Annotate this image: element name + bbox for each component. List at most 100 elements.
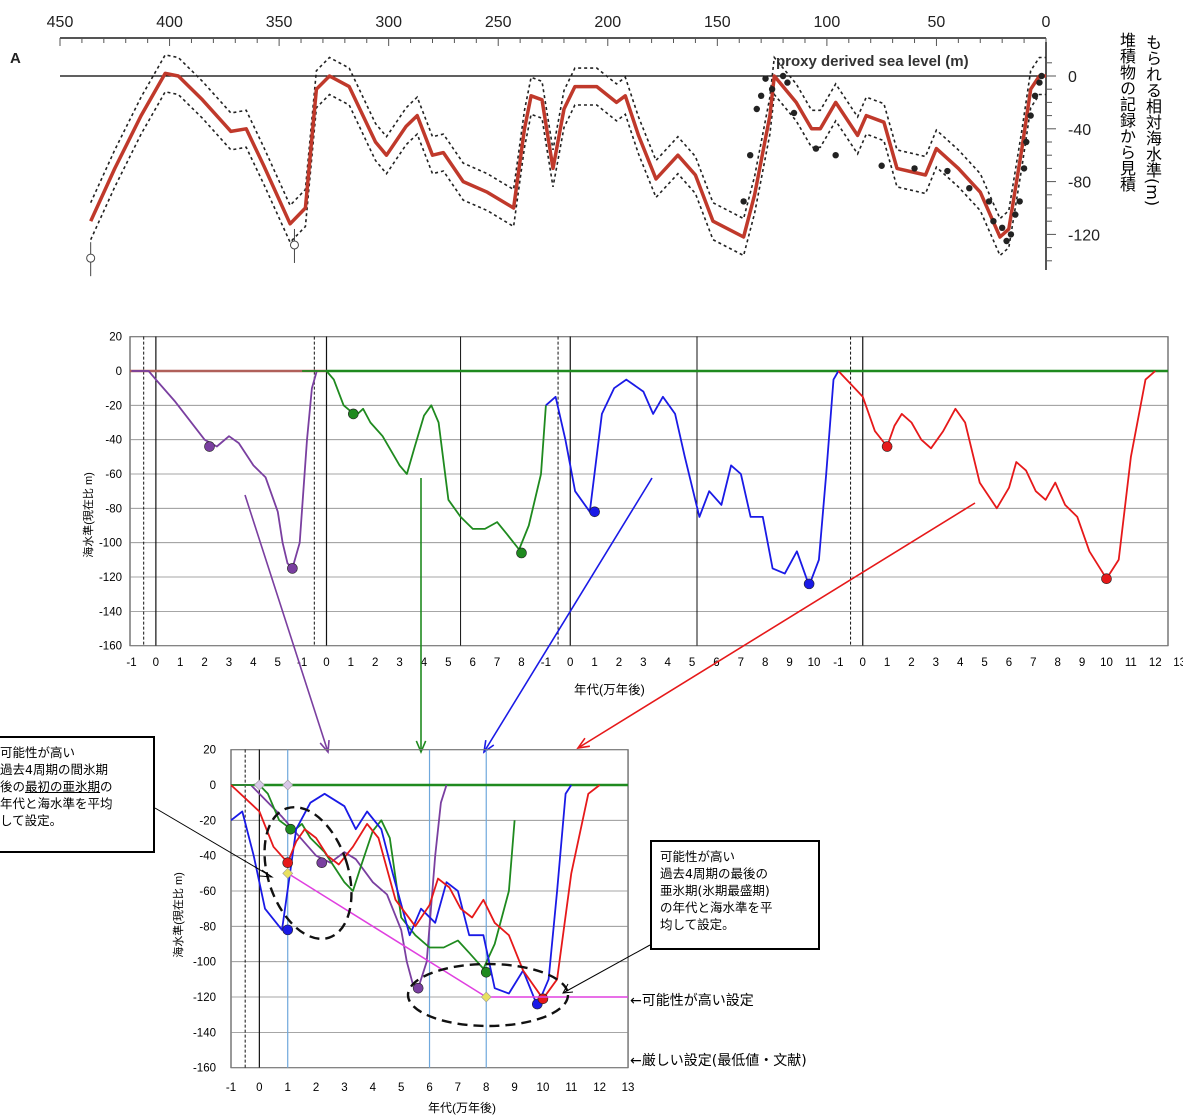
bottom-y-tick-label: -80 bbox=[199, 921, 216, 933]
bottom-x-tick-label: 5 bbox=[398, 1082, 404, 1094]
left-box-line-2: 過去4周期の間氷期 bbox=[0, 762, 108, 777]
middle-series-marker bbox=[348, 408, 359, 420]
panel-a-data-marker bbox=[911, 165, 918, 172]
annotation-box-first-substage: 可能性が高い 過去4周期の間氷期 後の最初の亜氷期の 年代と海水準を平均 して設… bbox=[0, 736, 155, 853]
middle-x-tick-label: 7 bbox=[494, 657, 500, 669]
middle-x-tick-label: 10 bbox=[808, 657, 821, 669]
panel-a-data-marker bbox=[784, 79, 791, 86]
bottom-y-tick-label: -120 bbox=[193, 992, 216, 1004]
panel-a-x-tick-label: 50 bbox=[928, 14, 946, 31]
panel-a-data-marker bbox=[757, 92, 765, 100]
panel-a-upper-bound bbox=[89, 54, 1046, 220]
bottom-x-axis-label: 年代(万年後) bbox=[428, 1101, 496, 1115]
middle-x-tick-label: 8 bbox=[762, 657, 768, 669]
red-arrow-head bbox=[576, 737, 590, 750]
left-box-line-3: 後の最初の亜氷期の bbox=[0, 779, 113, 794]
panel-a-error-marker bbox=[86, 253, 96, 263]
middle-y-tick-label: -140 bbox=[99, 606, 122, 618]
right-box-line-4: の年代と海水準を平 bbox=[660, 900, 773, 915]
blue-arrow bbox=[483, 477, 653, 753]
middle-x-tick-label: 4 bbox=[957, 657, 964, 669]
middle-x-tick-label: 12 bbox=[1149, 657, 1162, 669]
panel-a-data-marker bbox=[1038, 72, 1045, 80]
middle-x-tick-label: 3 bbox=[933, 657, 939, 669]
middle-y-tick-label: -160 bbox=[99, 641, 122, 653]
middle-y-axis-label: 海水準(現在比 m) bbox=[81, 472, 95, 558]
panel-a-lower-bound bbox=[89, 90, 1046, 257]
panel-a-data-marker bbox=[790, 109, 798, 117]
middle-series-marker bbox=[803, 578, 815, 590]
middle-y-tick-label: 0 bbox=[116, 366, 122, 378]
bottom-x-tick-label: 6 bbox=[426, 1082, 432, 1094]
panel-a-data-marker bbox=[1007, 231, 1015, 238]
middle-x-tick-label: 4 bbox=[665, 657, 672, 669]
middle-x-tick-label: 2 bbox=[616, 657, 622, 669]
middle-x-tick-label: 5 bbox=[981, 657, 987, 669]
middle-y-tick-label: -60 bbox=[105, 469, 122, 481]
right-box-line-3: 亜氷期(氷期最盛期) bbox=[660, 883, 770, 898]
middle-x-tick-label: 11 bbox=[1125, 657, 1137, 669]
left-box-pointer-head bbox=[259, 869, 274, 878]
middle-x-tick-label: 4 bbox=[250, 657, 257, 669]
middle-x-tick-label: 13 bbox=[1173, 657, 1183, 669]
bottom-y-tick-label: 20 bbox=[203, 745, 216, 757]
panel-a-y-tick-label: -120 bbox=[1068, 227, 1100, 244]
middle-series-marker bbox=[287, 563, 298, 574]
middle-x-tick-label: 5 bbox=[689, 657, 695, 669]
middle-x-tick-label: 5 bbox=[275, 657, 281, 669]
bottom-y-tick-label: -160 bbox=[193, 1063, 216, 1075]
middle-x-tick-label: 9 bbox=[786, 657, 792, 669]
panel-a-y-tick-label: -40 bbox=[1068, 122, 1091, 139]
bottom-x-tick-label: 7 bbox=[455, 1082, 461, 1094]
bottom-series-marker bbox=[537, 993, 549, 1005]
bottom-x-tick-label: 1 bbox=[285, 1082, 291, 1094]
panel-a-x-tick-label: 450 bbox=[47, 14, 74, 31]
panel-a-data-marker bbox=[812, 145, 820, 152]
panel-a-data-marker bbox=[747, 152, 754, 159]
design-point-diamond bbox=[282, 867, 294, 879]
panel-a-data-marker bbox=[1031, 92, 1039, 100]
bottom-x-tick-label: 9 bbox=[511, 1082, 517, 1094]
middle-series-line bbox=[302, 370, 547, 551]
bottom-series-marker bbox=[285, 823, 296, 835]
bottom-series-line bbox=[231, 784, 516, 970]
panel-a-x-tick-label: 350 bbox=[266, 14, 293, 31]
middle-x-tick-label: 1 bbox=[348, 657, 354, 669]
panel-a-x-tick-label: 250 bbox=[485, 14, 512, 31]
middle-x-tick-label: -1 bbox=[126, 657, 136, 669]
middle-x-tick-label: 0 bbox=[323, 657, 329, 669]
bottom-series-line bbox=[231, 784, 448, 990]
panel-a-data-marker bbox=[1020, 165, 1028, 172]
bottom-x-tick-label: 0 bbox=[256, 1082, 262, 1094]
panel-a-data-marker bbox=[1016, 198, 1023, 205]
strict-setting-label: ←厳しい設定(最低値・文献) bbox=[630, 1053, 807, 1069]
middle-x-tick-label: 2 bbox=[372, 657, 378, 669]
left-box-line-4: 年代と海水準を平均 bbox=[0, 796, 113, 811]
panel-a-data-marker bbox=[985, 198, 993, 205]
panel-a-error-marker bbox=[289, 240, 299, 250]
likely-setting-label: ←可能性が高い設定 bbox=[630, 993, 754, 1009]
middle-series-line bbox=[131, 370, 318, 570]
bottom-y-tick-label: -40 bbox=[199, 851, 216, 863]
middle-x-tick-label: 4 bbox=[421, 657, 428, 669]
green-arrow-head bbox=[415, 740, 427, 755]
middle-x-tick-label: 7 bbox=[1030, 657, 1036, 669]
right-box-pointer-head bbox=[562, 983, 574, 994]
annotation-box-last-substage: 可能性が高い 過去4周期の最後の 亜氷期(氷期最盛期) の年代と海水準を平 均し… bbox=[650, 840, 820, 950]
middle-x-tick-label: 0 bbox=[860, 657, 866, 669]
middle-series-marker bbox=[516, 547, 527, 559]
panel-a-data-marker bbox=[1003, 237, 1010, 245]
middle-x-tick-label: 5 bbox=[445, 657, 451, 669]
bottom-series-marker bbox=[316, 857, 328, 869]
bottom-x-tick-label: -1 bbox=[226, 1082, 236, 1094]
middle-y-tick-label: -20 bbox=[105, 400, 122, 412]
right-box-pointer bbox=[562, 944, 651, 994]
middle-x-tick-label: 3 bbox=[396, 657, 402, 669]
middle-series-marker bbox=[204, 441, 215, 452]
middle-x-tick-label: 0 bbox=[153, 657, 159, 669]
middle-series-marker bbox=[881, 441, 893, 452]
middle-x-tick-label: -1 bbox=[833, 657, 843, 669]
middle-x-tick-label: 8 bbox=[518, 657, 524, 669]
panel-a-proxy-label-bg bbox=[770, 50, 1038, 70]
